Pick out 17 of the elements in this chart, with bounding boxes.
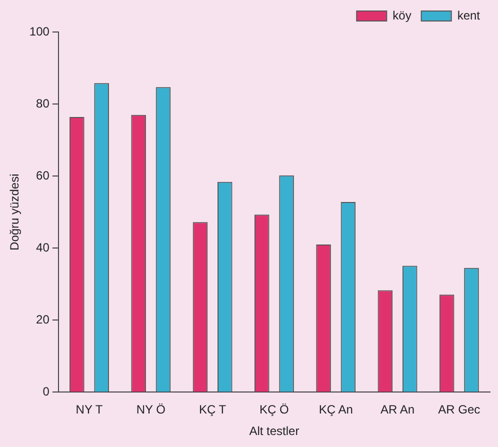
y-tick-label: 0 bbox=[42, 384, 50, 399]
y-tick-label: 80 bbox=[36, 96, 50, 110]
x-tick-label: KÇ An bbox=[318, 402, 353, 417]
y-tick-label: 40 bbox=[36, 240, 50, 254]
y-tick-label: 60 bbox=[36, 168, 50, 182]
x-axis-title: Alt testler bbox=[249, 424, 300, 438]
x-tick-label: AR Gec bbox=[438, 402, 480, 417]
y-tick-label: 100 bbox=[29, 24, 50, 38]
x-tick-label: KÇ T bbox=[198, 402, 227, 417]
legend-label: köy bbox=[392, 8, 412, 22]
x-tick-label: NY Ö bbox=[136, 402, 166, 417]
y-tick-label: 20 bbox=[36, 312, 50, 326]
x-tick-label: KÇ Ö bbox=[260, 402, 289, 417]
x-tick-label: NY T bbox=[76, 402, 104, 417]
legend-label: kent bbox=[457, 8, 481, 22]
y-axis-title: Doğru yüzdesi bbox=[8, 174, 22, 250]
x-tick-label: AR An bbox=[380, 402, 415, 417]
